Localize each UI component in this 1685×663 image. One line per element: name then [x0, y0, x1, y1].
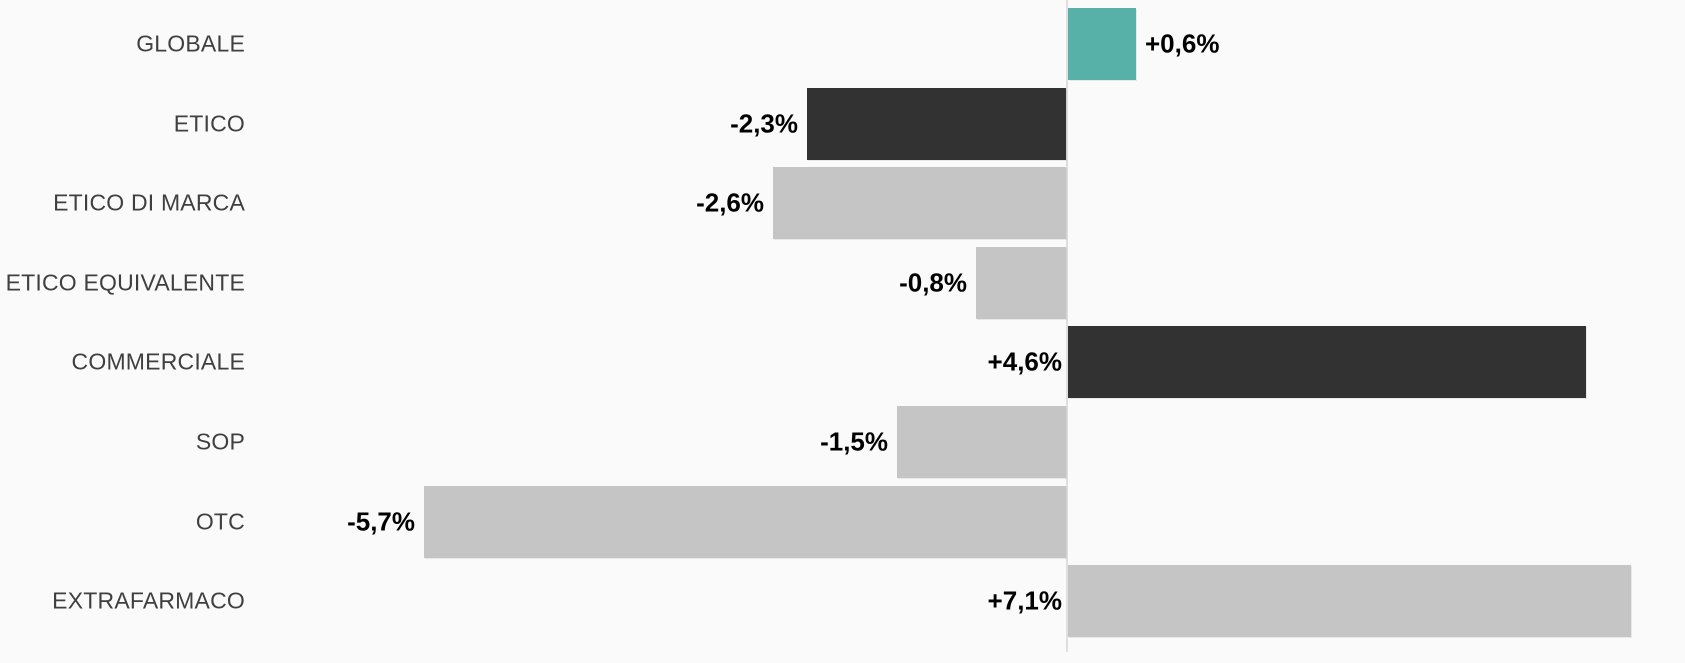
category-label-extrafarmaco: EXTRAFARMACO — [52, 587, 245, 614]
value-label-etico: -2,3% — [730, 108, 798, 139]
category-label-commerciale: COMMERCIALE — [71, 348, 245, 375]
value-label-globale: +0,6% — [1145, 28, 1220, 59]
category-label-etico: ETICO — [173, 110, 245, 137]
category-label-otc: OTC — [195, 508, 245, 535]
bar-otc — [424, 486, 1066, 558]
value-label-commerciale: +4,6% — [987, 346, 1062, 377]
category-label-globale: GLOBALE — [136, 30, 245, 57]
bar-globale — [1068, 8, 1136, 80]
bar-etico — [807, 88, 1066, 160]
category-label-sop: SOP — [195, 428, 245, 455]
bar-commerciale — [1068, 326, 1586, 398]
bar-etico-di-marca — [773, 167, 1066, 239]
category-label-etico-equivalente: ETICO EQUIVALENTE — [5, 269, 245, 296]
value-label-extrafarmaco: +7,1% — [987, 585, 1062, 616]
value-label-otc: -5,7% — [347, 506, 415, 537]
category-label-etico-di-marca: ETICO DI MARCA — [53, 189, 245, 216]
value-label-etico-equivalente: -0,8% — [899, 267, 967, 298]
bar-extrafarmaco — [1068, 565, 1631, 637]
value-label-etico-di-marca: -2,6% — [696, 187, 764, 218]
value-label-sop: -1,5% — [820, 426, 888, 457]
bar-sop — [897, 406, 1066, 478]
zero-axis-line — [1066, 0, 1068, 652]
bar-etico-equivalente — [976, 247, 1066, 319]
